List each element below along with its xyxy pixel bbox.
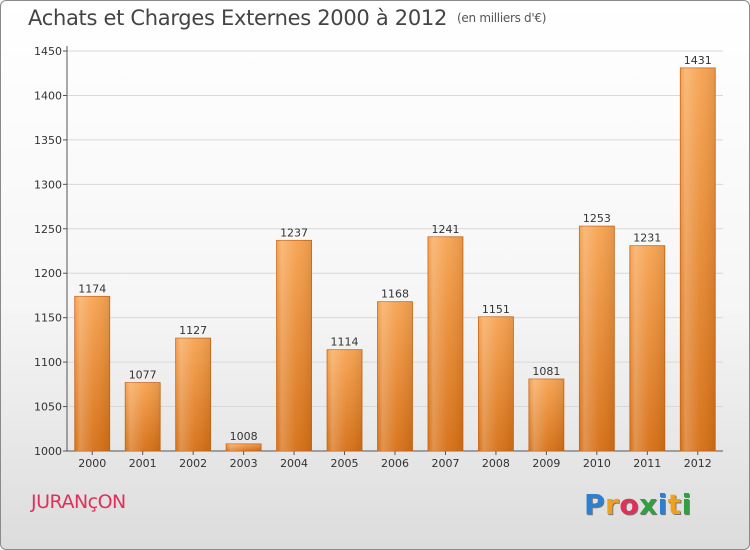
- y-tick-label: 1400: [34, 89, 62, 102]
- x-tick-label: 2012: [684, 457, 712, 470]
- bar-shine-2007: [427, 236, 463, 451]
- value-label: 1168: [381, 288, 409, 301]
- x-tick-label: 2000: [78, 457, 106, 470]
- bar-shine-2010: [579, 226, 615, 451]
- brand-letter: i: [681, 488, 692, 521]
- x-tick-label: 2009: [532, 457, 560, 470]
- value-label: 1431: [684, 54, 712, 67]
- x-tick-label: 2007: [431, 457, 459, 470]
- brand-letter: P: [584, 488, 606, 521]
- x-tick-label: 2003: [230, 457, 258, 470]
- bar-shine-2006: [377, 301, 413, 451]
- y-tick-label: 1150: [34, 312, 62, 325]
- x-tick-label: 2004: [280, 457, 308, 470]
- value-label: 1077: [129, 369, 157, 382]
- value-label: 1231: [633, 232, 661, 245]
- x-tick-label: 2008: [482, 457, 510, 470]
- y-tick-label: 1050: [34, 401, 62, 414]
- bar-shine-2001: [125, 382, 161, 451]
- x-tick-label: 2006: [381, 457, 409, 470]
- y-tick-label: 1350: [34, 134, 62, 147]
- value-label: 1253: [583, 212, 611, 225]
- value-label: 1008: [230, 430, 258, 443]
- x-tick-label: 2011: [633, 457, 661, 470]
- brand-letter: o: [619, 488, 640, 521]
- bar-shine-2003: [226, 443, 262, 451]
- y-tick-label: 1450: [34, 45, 62, 58]
- title-text: Achats et Charges Externes 2000 à 2012: [28, 6, 448, 30]
- bars: [74, 67, 716, 452]
- value-label: 1151: [482, 303, 510, 316]
- bar-shine-2005: [327, 349, 363, 451]
- value-label: 1174: [78, 282, 106, 295]
- value-label: 1241: [431, 223, 459, 236]
- bar-shine-2009: [528, 379, 564, 451]
- y-tick-label: 1100: [34, 356, 62, 369]
- bar-shine-2002: [175, 338, 211, 451]
- x-tick-label: 2010: [583, 457, 611, 470]
- commune-name: JURANçON: [31, 491, 126, 513]
- brand-logo: Proxiti: [584, 488, 692, 521]
- bar-shine-2000: [74, 296, 110, 451]
- brand-letter: x: [639, 488, 658, 521]
- bar-shine-2004: [276, 240, 312, 451]
- chart-title: Achats et Charges Externes 2000 à 2012 (e…: [28, 6, 546, 30]
- brand-letter: i: [657, 488, 668, 521]
- y-tick-label: 1250: [34, 223, 62, 236]
- x-tick-label: 2002: [179, 457, 207, 470]
- y-tick-label: 1000: [34, 445, 62, 458]
- brand-letter: r: [605, 488, 620, 521]
- y-tick-label: 1200: [34, 267, 62, 280]
- axes: 1000 1050 1100 1150 1200 1250 1300 1350 1400 1450…: [34, 45, 723, 470]
- chart-subtitle: (en milliers d'€): [457, 11, 547, 25]
- bar-shine-2008: [478, 316, 514, 451]
- bar-shine-2012: [680, 67, 716, 451]
- bar-shine-2011: [629, 245, 665, 451]
- x-tick-label: 2005: [331, 457, 359, 470]
- value-label: 1127: [179, 324, 207, 337]
- value-label: 1114: [331, 336, 359, 349]
- value-label: 1237: [280, 226, 308, 239]
- x-tick-label: 2001: [129, 457, 157, 470]
- value-label: 1081: [532, 365, 560, 378]
- data-labels: 1174 1077 1127 1008 1237 1114 1168 1241 1151 1081…: [78, 54, 712, 443]
- brand-letter: t: [667, 488, 682, 521]
- y-tick-label: 1300: [34, 178, 62, 191]
